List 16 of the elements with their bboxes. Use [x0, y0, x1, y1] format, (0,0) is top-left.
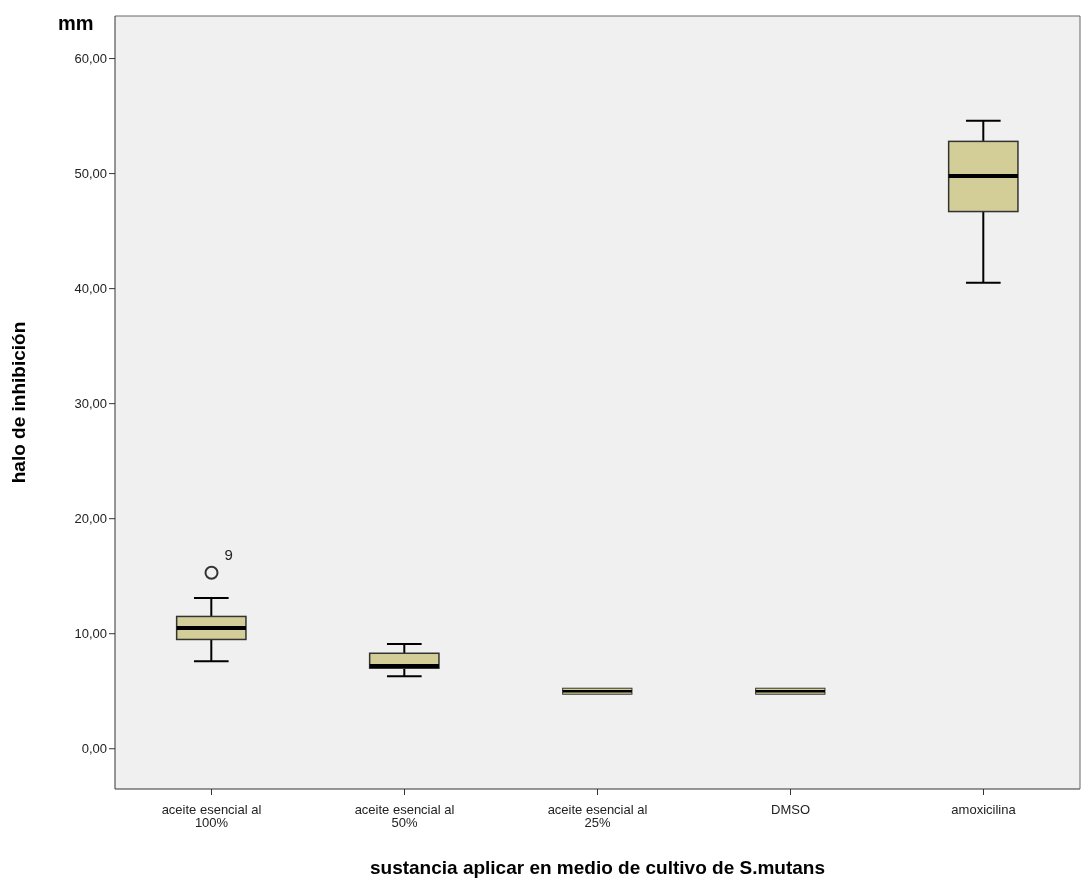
y-tick-label: 60,00	[74, 51, 107, 67]
x-tick-label: aceite esencial al 25%	[547, 802, 648, 831]
y-tick-label: 50,00	[74, 166, 107, 182]
y-tick-label: 10,00	[74, 626, 107, 642]
y-tick-label: 30,00	[74, 396, 107, 412]
y-tick-label: 20,00	[74, 511, 107, 527]
y-axis-title: halo de inhibición	[7, 321, 29, 484]
y-tick-label: 0,00	[81, 741, 107, 757]
annotation: 9	[224, 545, 233, 563]
x-tick-label: aceite esencial al 100%	[161, 802, 262, 831]
y-tick-label: 40,00	[74, 281, 107, 297]
x-tick-label: aceite esencial al 50%	[354, 802, 455, 831]
x-tick-label: amoxicilina	[951, 802, 1017, 818]
text: mm	[58, 12, 94, 35]
x-tick-label: DMSO	[771, 802, 810, 818]
x-axis-title: sustancia aplicar en medio de cultivo de S.mutans	[369, 857, 826, 878]
